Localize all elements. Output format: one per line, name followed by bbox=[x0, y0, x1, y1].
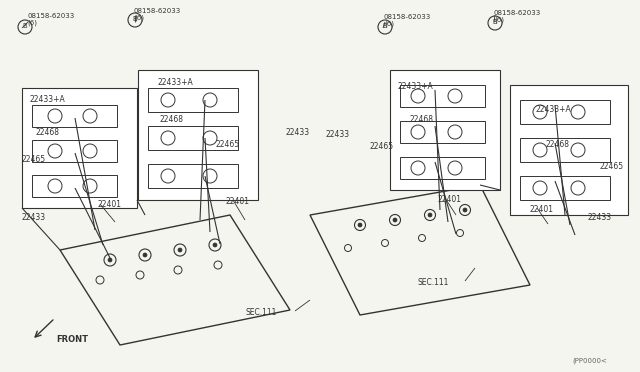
Bar bbox=[32, 140, 117, 162]
Text: 22468: 22468 bbox=[545, 140, 569, 149]
Text: 22468: 22468 bbox=[410, 115, 434, 124]
Text: 22465: 22465 bbox=[370, 142, 394, 151]
Text: 08158-62033: 08158-62033 bbox=[384, 14, 431, 20]
Text: 22433+A: 22433+A bbox=[157, 78, 193, 87]
Text: 22465: 22465 bbox=[600, 162, 624, 171]
Bar bbox=[138, 70, 258, 200]
Bar bbox=[510, 85, 628, 215]
Text: 22433: 22433 bbox=[325, 130, 349, 139]
Text: 08158-62033: 08158-62033 bbox=[134, 8, 181, 14]
Circle shape bbox=[393, 218, 397, 222]
Circle shape bbox=[108, 258, 112, 262]
Text: 22465: 22465 bbox=[22, 155, 46, 164]
Circle shape bbox=[463, 208, 467, 212]
Text: 22468: 22468 bbox=[160, 115, 184, 124]
Text: SEC.111: SEC.111 bbox=[418, 278, 449, 287]
Text: 08158-62033: 08158-62033 bbox=[494, 10, 541, 16]
Circle shape bbox=[428, 213, 432, 217]
Bar bbox=[32, 175, 117, 197]
Text: 22433: 22433 bbox=[22, 213, 46, 222]
Circle shape bbox=[358, 223, 362, 227]
Text: SEC.111: SEC.111 bbox=[245, 308, 276, 317]
Text: 22468: 22468 bbox=[36, 128, 60, 137]
Bar bbox=[148, 126, 238, 150]
Bar bbox=[148, 88, 238, 112]
Bar bbox=[400, 121, 485, 143]
Bar bbox=[520, 176, 610, 200]
Bar bbox=[400, 157, 485, 179]
Text: B: B bbox=[132, 16, 137, 22]
Text: (6): (6) bbox=[134, 14, 144, 20]
Text: (PP0000<: (PP0000< bbox=[572, 358, 607, 365]
Bar bbox=[400, 85, 485, 107]
Text: 22433: 22433 bbox=[588, 213, 612, 222]
Text: FRONT: FRONT bbox=[56, 336, 88, 344]
Text: B: B bbox=[22, 23, 27, 29]
Bar bbox=[520, 100, 610, 124]
Text: 22433+A: 22433+A bbox=[30, 95, 66, 104]
Text: 22401: 22401 bbox=[530, 205, 554, 214]
Text: (6): (6) bbox=[384, 20, 394, 26]
Circle shape bbox=[143, 253, 147, 257]
Bar bbox=[22, 88, 137, 208]
Text: B: B bbox=[492, 19, 497, 25]
Circle shape bbox=[213, 243, 217, 247]
Text: 22401: 22401 bbox=[97, 200, 121, 209]
Text: 22465: 22465 bbox=[215, 140, 239, 149]
Text: 08158-62033: 08158-62033 bbox=[27, 13, 74, 19]
Text: 22433: 22433 bbox=[285, 128, 309, 137]
Text: 22401: 22401 bbox=[438, 195, 462, 204]
Text: 22433+A: 22433+A bbox=[535, 105, 571, 114]
Text: 22401: 22401 bbox=[225, 197, 249, 206]
Bar bbox=[520, 138, 610, 162]
Text: 22433+A: 22433+A bbox=[398, 82, 434, 91]
Text: (6): (6) bbox=[494, 16, 504, 22]
Bar bbox=[148, 164, 238, 188]
Text: (6): (6) bbox=[27, 19, 37, 26]
Text: B: B bbox=[382, 23, 387, 29]
Circle shape bbox=[178, 248, 182, 252]
Bar bbox=[32, 105, 117, 127]
Bar bbox=[390, 70, 500, 190]
